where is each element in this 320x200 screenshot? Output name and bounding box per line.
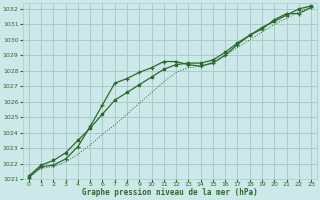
X-axis label: Graphe pression niveau de la mer (hPa): Graphe pression niveau de la mer (hPa) bbox=[82, 188, 258, 197]
